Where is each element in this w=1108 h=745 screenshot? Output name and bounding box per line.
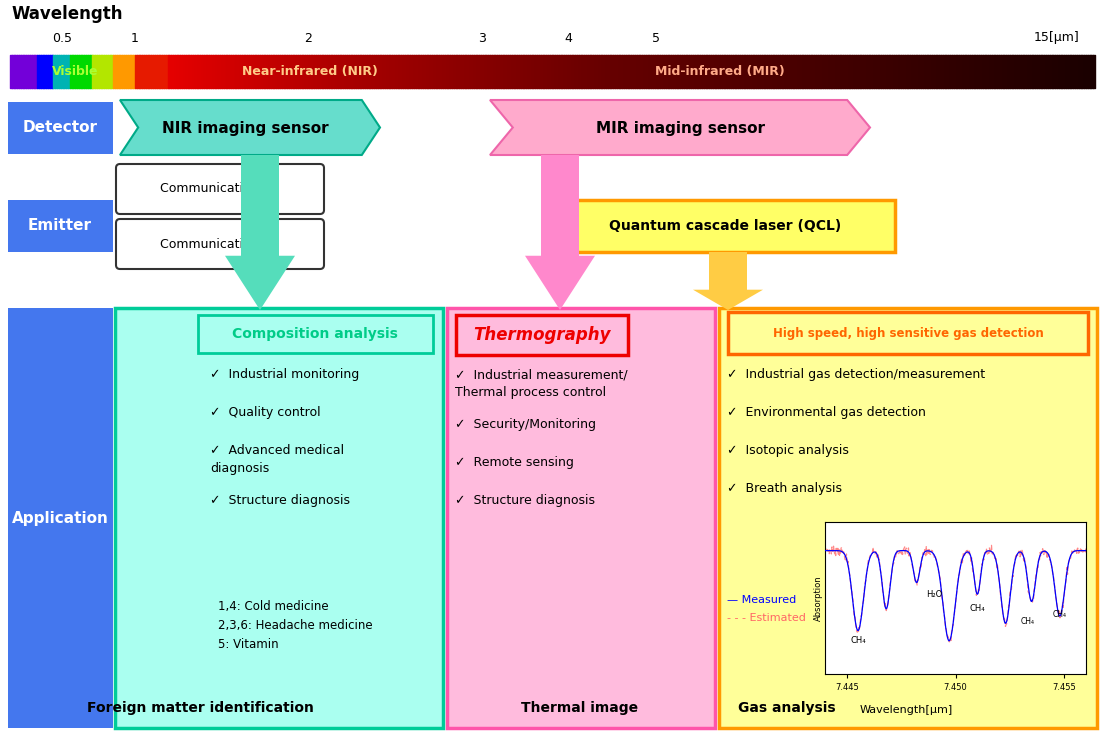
Text: Gas analysis: Gas analysis (738, 701, 835, 715)
Text: diagnosis: diagnosis (211, 462, 269, 475)
FancyBboxPatch shape (116, 219, 324, 269)
Bar (242, 155, 279, 256)
Text: Emitter: Emitter (28, 218, 92, 233)
Polygon shape (692, 290, 763, 310)
Text: 15[μm]: 15[μm] (1034, 31, 1080, 45)
Text: Thermography: Thermography (473, 326, 611, 344)
Text: ✓  Environmental gas detection: ✓ Environmental gas detection (727, 406, 926, 419)
Bar (8, 200, 113, 252)
Bar (198, 315, 433, 353)
Text: 3: 3 (478, 31, 486, 45)
Polygon shape (525, 256, 595, 310)
Polygon shape (225, 256, 295, 310)
FancyBboxPatch shape (116, 164, 324, 214)
Text: CH₄: CH₄ (850, 636, 865, 645)
Polygon shape (120, 100, 380, 155)
Text: 2: 2 (305, 31, 312, 45)
Text: 5: 5 (652, 31, 659, 45)
Text: ✓  Remote sensing: ✓ Remote sensing (455, 456, 574, 469)
Bar (447, 308, 715, 728)
Text: Near-infrared (NIR): Near-infrared (NIR) (242, 65, 378, 78)
Bar (8, 308, 113, 728)
Polygon shape (490, 100, 870, 155)
Text: Thermal process control: Thermal process control (455, 386, 606, 399)
Bar (719, 308, 1097, 728)
Text: 4: 4 (565, 31, 573, 45)
Text: ✓  Breath analysis: ✓ Breath analysis (727, 482, 842, 495)
Bar (541, 155, 579, 256)
Text: Visible: Visible (52, 65, 99, 78)
Text: Wavelength[μm]: Wavelength[μm] (860, 705, 953, 715)
Text: 1: 1 (131, 31, 138, 45)
Text: ✓  Isotopic analysis: ✓ Isotopic analysis (727, 444, 849, 457)
Text: CH₄: CH₄ (1053, 610, 1067, 619)
Text: ✓  Structure diagnosis: ✓ Structure diagnosis (211, 494, 350, 507)
Text: Detector: Detector (22, 121, 98, 136)
Text: ✓  Advanced medical: ✓ Advanced medical (211, 444, 345, 457)
Text: ✓  Industrial gas detection/measurement: ✓ Industrial gas detection/measurement (727, 368, 985, 381)
Text: Communication PD: Communication PD (161, 183, 280, 195)
Text: 0.5: 0.5 (52, 31, 72, 45)
Text: Communication LD: Communication LD (161, 238, 279, 250)
Bar (456, 315, 628, 355)
Text: 1,4: Cold medicine
2,3,6: Headache medicine
5: Vitamin: 1,4: Cold medicine 2,3,6: Headache medic… (218, 600, 372, 651)
Text: Composition analysis: Composition analysis (232, 327, 398, 341)
Text: — Measured: — Measured (727, 595, 797, 605)
Text: Quantum cascade laser (QCL): Quantum cascade laser (QCL) (609, 219, 841, 233)
Text: H₂O: H₂O (926, 589, 942, 598)
Text: Wavelength: Wavelength (12, 5, 123, 23)
Text: Application: Application (11, 510, 109, 525)
Text: ✓  Industrial measurement/: ✓ Industrial measurement/ (455, 368, 627, 381)
Text: MIR imaging sensor: MIR imaging sensor (595, 121, 765, 136)
Text: High speed, high sensitive gas detection: High speed, high sensitive gas detection (772, 326, 1044, 340)
Bar (728, 312, 1088, 354)
Bar (555, 200, 895, 252)
Text: ✓  Quality control: ✓ Quality control (211, 406, 320, 419)
Text: Thermal image: Thermal image (522, 701, 638, 715)
Text: NIR imaging sensor: NIR imaging sensor (162, 121, 328, 136)
Text: ✓  Structure diagnosis: ✓ Structure diagnosis (455, 494, 595, 507)
Text: Foreign matter identification: Foreign matter identification (86, 701, 314, 715)
Bar (115, 308, 443, 728)
Text: CH₄: CH₄ (1020, 617, 1034, 627)
Text: ✓  Security/Monitoring: ✓ Security/Monitoring (455, 418, 596, 431)
Text: ✓  Industrial monitoring: ✓ Industrial monitoring (211, 368, 359, 381)
Y-axis label: Absorption: Absorption (813, 575, 822, 621)
Bar (8, 102, 113, 154)
Text: Mid-infrared (MIR): Mid-infrared (MIR) (655, 65, 784, 78)
Bar (709, 252, 747, 290)
Text: CH₄: CH₄ (970, 604, 985, 613)
Text: - - - Estimated: - - - Estimated (727, 613, 806, 623)
